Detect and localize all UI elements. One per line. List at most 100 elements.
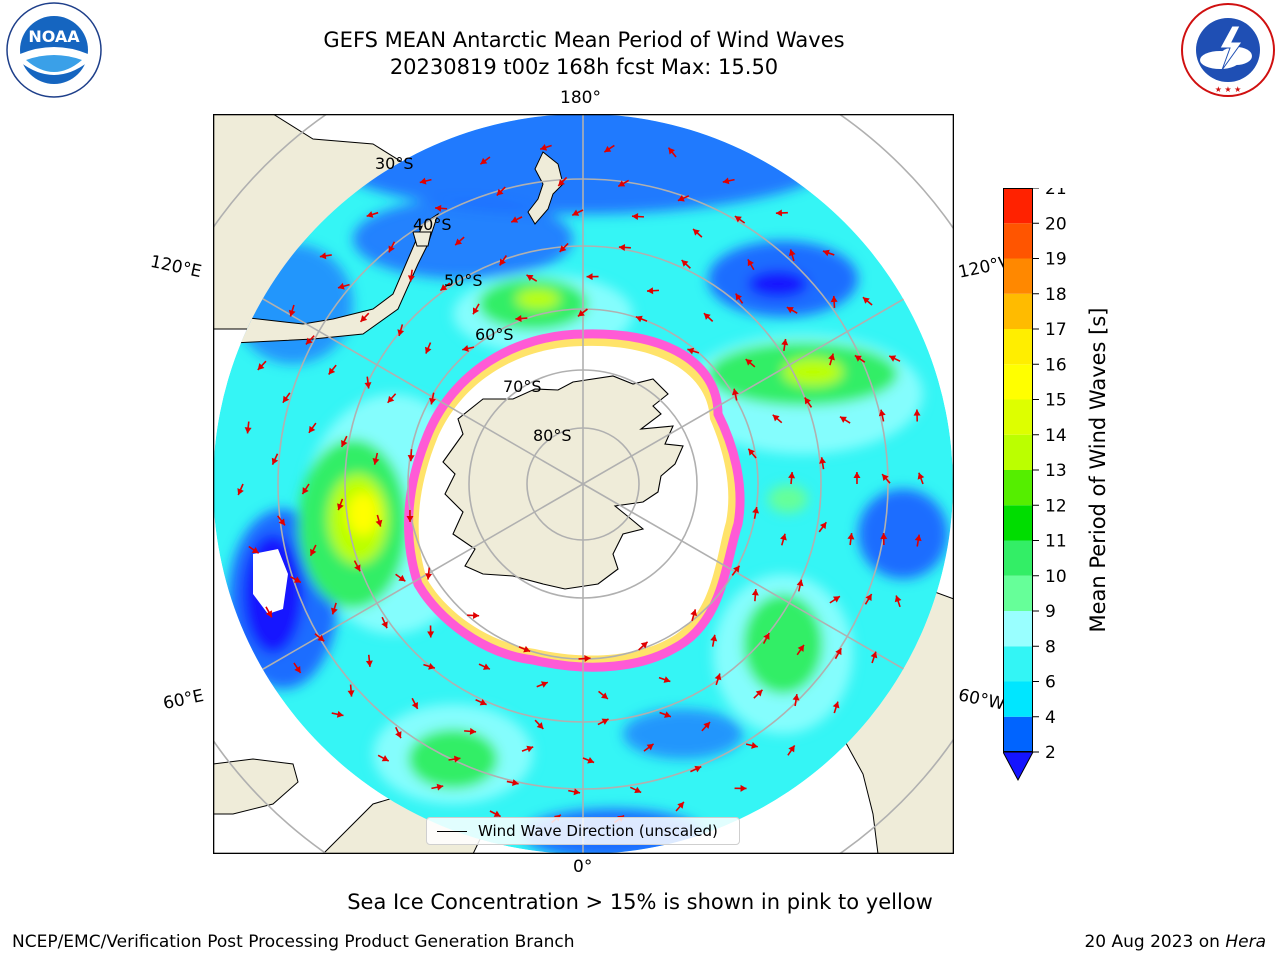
wind-arrow-head xyxy=(425,573,433,580)
wind-arrow-head xyxy=(797,644,804,652)
wind-arrow-head xyxy=(882,474,889,481)
wind-arrow-head xyxy=(440,284,448,291)
wind-arrow-head xyxy=(302,487,309,495)
wind-arrow-head xyxy=(387,395,395,403)
wind-arrow-head xyxy=(631,213,639,221)
colorbar: 2 4 6 8 9 10 11 12 13 14 15 16 17 18 19 20 21 xyxy=(1002,179,1067,782)
wind-arrow-head xyxy=(584,655,591,663)
wind-arrow-head xyxy=(424,346,432,354)
colorbar-label: Mean Period of Wind Waves [s] xyxy=(1086,307,1110,633)
wind-arrow-head xyxy=(512,779,519,787)
wind-arrow-head xyxy=(786,307,794,314)
colorbar-tick-label: 15 xyxy=(1045,391,1067,411)
wind-arrow-head xyxy=(703,722,711,729)
wind-arrow-head xyxy=(914,534,922,542)
chart-title: GEFS MEAN Antarctic Mean Period of Wind … xyxy=(323,28,845,52)
wind-arrow-head xyxy=(308,425,316,433)
wind-arrow-head xyxy=(293,576,301,583)
wind-wave-direction-arrows xyxy=(237,143,925,824)
wind-arrow-head xyxy=(462,345,469,352)
colorbar-tick-label: 16 xyxy=(1045,355,1067,375)
colorbar-segment xyxy=(1003,470,1033,506)
colorbar-tick-label: 17 xyxy=(1045,320,1067,340)
wind-arrow-head xyxy=(480,157,488,165)
lon-label-60w: 60°W xyxy=(956,685,1007,715)
wind-arrow-head xyxy=(526,274,534,282)
wind-arrow-head xyxy=(668,147,675,155)
lat-label-40s: 40°S xyxy=(413,215,452,234)
antarctica-land xyxy=(442,375,684,590)
wind-arrow-head xyxy=(681,260,689,267)
lat-label-60s: 60°S xyxy=(475,325,514,344)
footer-machine: Hera xyxy=(1225,932,1266,952)
wind-arrow-head xyxy=(319,252,327,260)
nws-logo-icon: ★ ★ ★ xyxy=(1180,2,1276,102)
wind-arrow-head xyxy=(913,409,921,416)
wind-arrow-head xyxy=(894,595,902,603)
lat-label-70s: 70°S xyxy=(503,377,542,396)
wind-arrow-head xyxy=(493,810,501,817)
wind-arrow-head xyxy=(278,518,285,526)
wind-arrow-head xyxy=(526,745,534,753)
wind-arrow-head xyxy=(365,660,373,667)
lon-label-0: 0° xyxy=(573,857,593,877)
wind-arrow-head xyxy=(751,742,758,749)
wind-arrow-head xyxy=(406,515,414,522)
lat-label-80s: 80°S xyxy=(533,426,572,445)
wind-arrow-head xyxy=(337,503,344,511)
lat-label-50s: 50°S xyxy=(444,271,483,290)
colorbar-tick-label: 20 xyxy=(1045,214,1067,234)
wind-arrow-head xyxy=(772,414,780,422)
noaa-logo-icon: NOAA xyxy=(6,2,102,102)
wind-arrow-head xyxy=(731,388,739,396)
wind-arrow-head xyxy=(469,727,477,735)
wind-arrow-head xyxy=(839,416,847,423)
wind-arrow-head xyxy=(677,195,685,202)
colorbar-tick-label: 2 xyxy=(1045,743,1056,763)
chart-subtitle: 20230819 t00z 168h fcst Max: 15.50 xyxy=(389,55,779,79)
wind-arrow-head xyxy=(647,287,654,295)
colorbar-segment xyxy=(1003,646,1033,682)
wind-arrow-head xyxy=(690,609,698,617)
wind-arrow-head xyxy=(745,359,753,366)
wind-arrow-head xyxy=(889,355,897,362)
new-zealand-land xyxy=(527,151,564,225)
wind-arrow-head xyxy=(604,145,612,153)
wind-arrow-head xyxy=(265,610,272,618)
colorbar-tick-label: 19 xyxy=(1045,250,1067,270)
wind-arrow-head xyxy=(515,315,522,323)
wind-arrow-head xyxy=(734,216,742,223)
wind-arrow-head xyxy=(733,565,740,573)
wind-arrow-head xyxy=(865,594,872,601)
wind-arrow-head xyxy=(364,382,372,389)
wind-arrow-head xyxy=(740,784,747,792)
colorbar-under-triangle xyxy=(1002,751,1034,782)
colorbar-segment xyxy=(1003,434,1033,470)
wind-arrow-head xyxy=(634,786,642,794)
wind-arrow-head xyxy=(751,589,759,596)
wind-arrow-head xyxy=(347,690,355,697)
lon-label-60e: 60°E xyxy=(161,685,206,715)
wind-arrow-head xyxy=(878,409,886,417)
colorbar-segment xyxy=(1003,716,1033,752)
wind-arrow-head xyxy=(819,522,827,530)
wind-arrow-head xyxy=(328,367,336,375)
wind-arrow-head xyxy=(540,143,548,151)
wind-arrow-head xyxy=(429,397,436,405)
colorbar-segment xyxy=(1003,364,1033,400)
wind-arrow-head xyxy=(646,743,654,751)
wind-arrow-head xyxy=(341,440,348,447)
colorbar-segment xyxy=(1003,223,1033,259)
wind-arrow-head xyxy=(586,273,593,281)
noaa-logo-text: NOAA xyxy=(28,27,80,46)
wind-arrow-head xyxy=(577,309,585,317)
footer-date: 20 Aug 2023 on xyxy=(1084,932,1226,952)
wind-arrow-head xyxy=(781,338,789,346)
wind-arrow-head xyxy=(536,722,544,729)
wind-arrow-head xyxy=(804,397,811,405)
wind-arrow-head xyxy=(601,692,608,699)
wind-arrow-head xyxy=(788,472,796,479)
wind-arrow-head xyxy=(677,801,684,809)
colorbar-tick-label: 10 xyxy=(1045,567,1067,587)
wind-arrow-head xyxy=(397,329,405,336)
